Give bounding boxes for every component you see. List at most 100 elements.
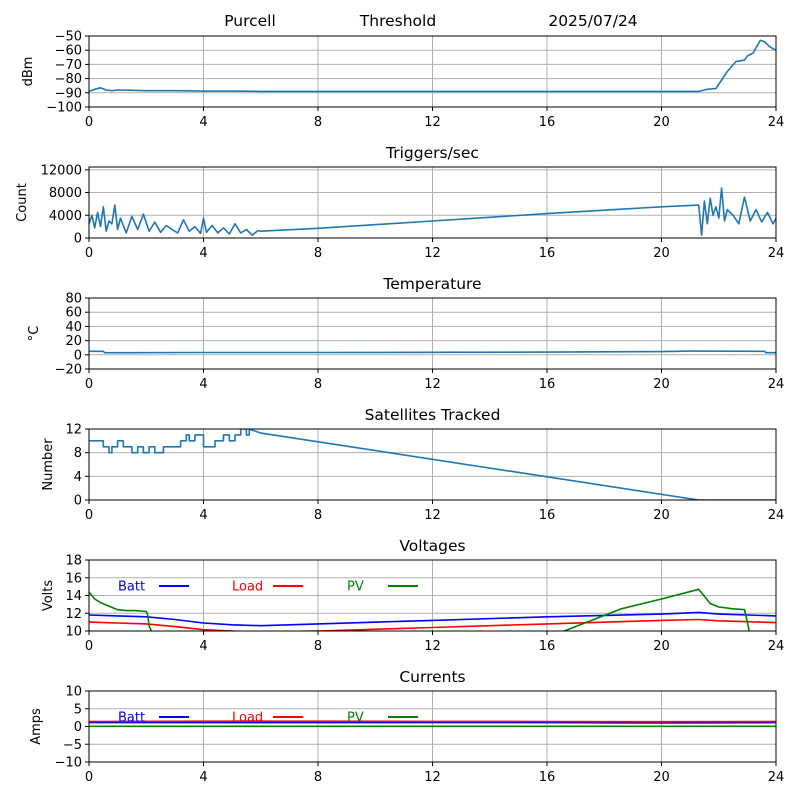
legend-label-batt: Batt [118,580,145,595]
x-tick-label: 4 [199,508,207,523]
x-tick-label: 20 [653,246,670,261]
y-tick-label: 0 [74,494,82,509]
y-tick-label: 12000 [41,163,82,178]
x-tick-label: 16 [539,115,556,130]
x-tick-label: 4 [199,115,207,130]
y-tick-label: −80 [55,72,82,87]
x-tick-label: 20 [653,377,670,392]
y-tick-label: 12 [65,423,82,438]
x-tick-label: 20 [653,770,670,785]
x-tick-label: 12 [424,770,441,785]
x-tick-label: 0 [85,377,93,392]
chart-panel-signal: 0 4 8 12 16 20 24 −100−90−80−70−60−50 dBm [21,30,784,131]
x-tick-label: 20 [653,508,670,523]
x-tick-label: 12 [424,246,441,261]
y-tick-label: 80 [65,292,82,307]
x-tick-label: 12 [424,508,441,523]
y-tick-label: −100 [46,101,82,116]
x-tick-label: 12 [424,115,441,130]
chart-panel-triggers: 0 4 8 12 16 20 24 0 4000 8000 12000 Count Triggers/s… [15,144,784,261]
series-line-currents-load [89,720,776,723]
x-tick-label: 24 [768,508,785,523]
y-tick-label: 0 [74,232,82,247]
chart-panel-currents: 0 4 8 12 16 20 24 −10 −5 0 5 10 Amps Currents Batt Load… [29,668,784,785]
x-tick-label: 0 [85,115,93,130]
y-tick-label: −70 [55,58,82,73]
x-tick-label: 8 [314,246,322,261]
y-tick-label: 5 [74,702,82,717]
y-tick-label: 8000 [49,186,82,201]
series-line-voltages-pv [89,588,751,631]
y-axis-title: Number [41,438,56,491]
panel-title: Currents [399,668,465,686]
series-line-signal-0 [89,39,776,93]
y-tick-label: 0 [74,720,82,735]
x-tick-label: 12 [424,639,441,654]
header-site: Purcell [224,12,276,30]
y-tick-label: −90 [55,86,82,101]
x-tick-label: 0 [85,508,93,523]
y-tick-label: 4000 [49,209,82,224]
y-tick-label: 18 [65,554,82,569]
y-tick-label: 60 [65,306,82,321]
x-tick-label: 16 [539,770,556,785]
x-tick-label: 4 [199,639,207,654]
legend-label-load: Load [232,711,263,726]
x-tick-label: 16 [539,377,556,392]
series-line-triggers-0 [89,187,776,236]
header-date: 2025/07/24 [548,12,637,30]
panel-title: Satellites Tracked [365,406,501,424]
x-tick-label: 20 [653,639,670,654]
x-tick-label: 24 [768,246,785,261]
y-axis-title: Count [15,183,30,222]
y-tick-label: 0 [74,348,82,363]
y-tick-label: −50 [55,30,82,45]
series-line-voltages-load [89,618,776,631]
y-axis-title: dBm [21,57,36,87]
chart-panel-satellites: 0 4 8 12 16 20 24 0 4 8 12 Number Satellites Tracked [41,406,784,523]
y-tick-label: 10 [65,685,82,700]
x-tick-label: 8 [314,115,322,130]
header-mode: Threshold [359,12,436,30]
x-tick-label: 24 [768,770,785,785]
x-tick-label: 8 [314,508,322,523]
x-tick-label: 12 [424,377,441,392]
legend-label-pv: PV [347,580,364,595]
y-tick-label: 14 [65,589,82,604]
x-tick-label: 16 [539,508,556,523]
y-tick-label: 16 [65,571,82,586]
x-tick-label: 24 [768,115,785,130]
x-tick-label: 4 [199,246,207,261]
x-tick-label: 24 [768,639,785,654]
y-tick-label: −5 [63,738,82,753]
panel-title: Triggers/sec [385,144,479,162]
x-tick-label: 16 [539,639,556,654]
y-axis-title: °C [27,326,42,342]
x-tick-label: 16 [539,246,556,261]
y-axis-title: Amps [29,708,44,745]
panel-title: Temperature [382,275,481,293]
legend-label-batt: Batt [118,711,145,726]
y-tick-label: −60 [55,44,82,59]
x-tick-label: 0 [85,639,93,654]
y-tick-label: 10 [65,625,82,640]
y-tick-label: 12 [65,607,82,622]
x-tick-label: 4 [199,377,207,392]
x-tick-label: 4 [199,770,207,785]
x-tick-label: 0 [85,770,93,785]
x-tick-label: 0 [85,246,93,261]
y-tick-label: −10 [55,756,82,771]
chart-panel-voltages: 0 4 8 12 16 20 24 10 12 14 16 18 Volts Voltages Batt Lo… [41,537,784,654]
series-line-temperature-0 [89,350,776,354]
legend-label-load: Load [232,580,263,595]
series-line-satellites-0 [89,429,776,500]
x-tick-label: 8 [314,639,322,654]
y-tick-label: 40 [65,320,82,335]
y-axis-title: Volts [41,580,56,612]
legend-label-pv: PV [347,711,364,726]
x-tick-label: 20 [653,115,670,130]
x-tick-label: 8 [314,377,322,392]
y-tick-label: 20 [65,334,82,349]
